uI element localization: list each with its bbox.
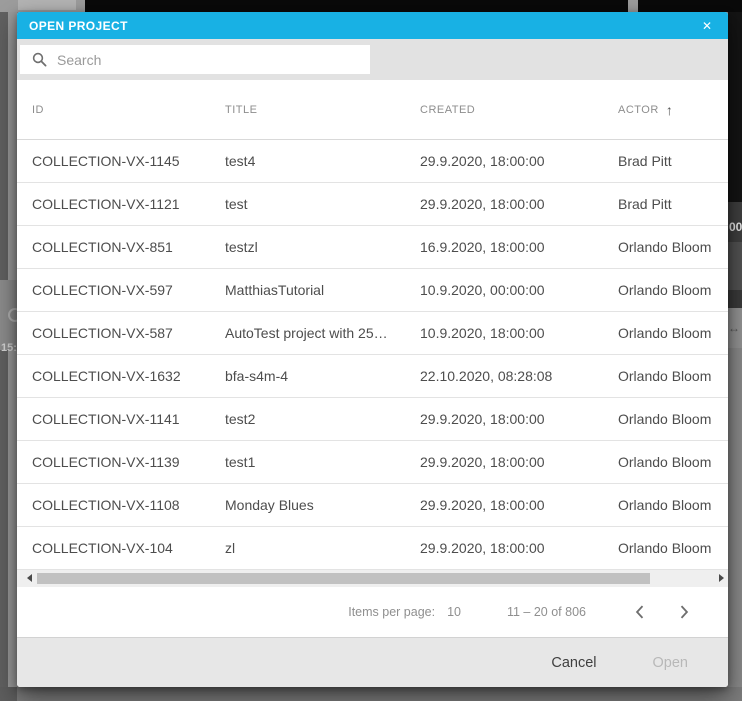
background-app-left-rail — [0, 12, 8, 701]
cell-created: 29.9.2020, 18:00:00 — [420, 153, 545, 169]
background-app-top — [0, 0, 742, 12]
cell-created: 29.9.2020, 18:00:00 — [420, 454, 545, 470]
sort-ascending-icon: ↑ — [665, 101, 674, 118]
cell-id: COLLECTION-VX-597 — [32, 282, 173, 298]
search-box[interactable] — [20, 45, 370, 74]
background-timecode-left: 15: — [1, 342, 17, 354]
cell-title: test4 — [225, 153, 256, 169]
column-header-id[interactable]: ID — [32, 104, 225, 116]
next-page-button[interactable] — [666, 594, 702, 630]
cell-id: COLLECTION-VX-1145 — [32, 153, 180, 169]
column-header-title[interactable]: TITLE — [225, 104, 420, 116]
background-app-right-segment — [728, 290, 742, 308]
cell-id: COLLECTION-VX-851 — [32, 239, 173, 255]
table-row[interactable]: COLLECTION-VX-1145 test4 29.9.2020, 18:00:… — [17, 140, 728, 183]
open-project-dialog: OPEN PROJECT ✕ ID TITLE CREATED ACTOR ↑ … — [17, 12, 728, 687]
close-icon[interactable]: ✕ — [701, 18, 713, 33]
background-timecode-right: 00 — [729, 220, 742, 234]
table-row[interactable]: COLLECTION-VX-1108 Monday Blues 29.9.2020,… — [17, 484, 728, 527]
cell-id: COLLECTION-VX-587 — [32, 325, 173, 341]
cell-created: 29.9.2020, 18:00:00 — [420, 411, 545, 427]
table-row[interactable]: COLLECTION-VX-1121 test 29.9.2020, 18:00:0… — [17, 183, 728, 226]
cell-actor: Orlando Bloom — [618, 368, 712, 384]
cell-actor: Orlando Bloom — [618, 540, 712, 556]
cell-actor: Orlando Bloom — [618, 497, 712, 513]
table-row[interactable]: COLLECTION-VX-851 testzl 16.9.2020, 18:00:… — [17, 226, 728, 269]
cell-actor: Orlando Bloom — [618, 454, 712, 470]
cell-actor: Brad Pitt — [618, 153, 672, 169]
cell-title: AutoTest project with 25… — [225, 325, 388, 341]
column-header-actor-label: ACTOR — [618, 103, 659, 116]
chevron-right-icon — [680, 605, 689, 619]
cell-created: 29.9.2020, 18:00:00 — [420, 497, 545, 513]
cell-title: test1 — [225, 454, 256, 470]
column-header-created-label: CREATED — [420, 103, 476, 116]
cell-title: testzl — [225, 239, 258, 255]
scroll-left-arrow-icon[interactable] — [27, 574, 32, 582]
open-button[interactable]: Open — [651, 647, 690, 679]
cell-created: 29.9.2020, 18:00:00 — [420, 540, 545, 556]
cell-actor: Brad Pitt — [618, 196, 672, 212]
cell-created: 10.9.2020, 00:00:00 — [420, 282, 545, 298]
background-app-right-dark — [728, 12, 742, 202]
background-app-right-segment — [728, 242, 742, 290]
cell-title: bfa-s4m-4 — [225, 368, 289, 384]
table-row[interactable]: COLLECTION-VX-1139 test1 29.9.2020, 18:00:… — [17, 441, 728, 484]
items-per-page-select[interactable]: 10 — [447, 605, 461, 619]
background-app-right-segment — [728, 202, 742, 242]
dialog-footer: Cancel Open — [17, 637, 728, 687]
cell-id: COLLECTION-VX-1632 — [32, 368, 181, 384]
page-range-label: 11 – 20 of 806 — [506, 605, 586, 619]
table-body: COLLECTION-VX-1145 test4 29.9.2020, 18:00:… — [17, 140, 728, 570]
cell-created: 22.10.2020, 08:28:08 — [420, 368, 553, 384]
cell-title: test2 — [225, 411, 256, 427]
cancel-button[interactable]: Cancel — [549, 647, 598, 679]
cell-actor: Orlando Bloom — [618, 282, 712, 298]
cell-title: test — [225, 196, 248, 212]
items-per-page-label: Items per page: — [348, 605, 436, 619]
table-row[interactable]: COLLECTION-VX-597 MatthiasTutorial 10.9.20… — [17, 269, 728, 312]
cell-created: 29.9.2020, 18:00:00 — [420, 196, 545, 212]
previous-page-button[interactable] — [622, 594, 658, 630]
search-toolbar — [17, 39, 728, 80]
cell-id: COLLECTION-VX-1121 — [32, 196, 180, 212]
cell-id: COLLECTION-VX-104 — [32, 540, 173, 556]
table-row[interactable]: COLLECTION-VX-587 AutoTest project with 2… — [17, 312, 728, 355]
dialog-header: OPEN PROJECT ✕ — [17, 12, 728, 39]
search-input[interactable] — [57, 45, 362, 74]
cell-title: Monday Blues — [225, 497, 314, 513]
background-app-top-tab — [628, 0, 638, 12]
resize-handle-icon: ↔ — [728, 308, 742, 348]
scrollbar-thumb[interactable] — [37, 573, 650, 584]
table-header-row: ID TITLE CREATED ACTOR ↑ — [17, 80, 728, 140]
cell-created: 10.9.2020, 18:00:00 — [420, 325, 545, 341]
background-app-bottom — [0, 687, 742, 701]
search-icon — [32, 52, 47, 67]
column-header-id-label: ID — [32, 103, 44, 116]
table-row[interactable]: COLLECTION-VX-1141 test2 29.9.2020, 18:00:… — [17, 398, 728, 441]
cell-actor: Orlando Bloom — [618, 325, 712, 341]
column-header-created[interactable]: CREATED — [420, 104, 618, 116]
cell-title: MatthiasTutorial — [225, 282, 325, 298]
cell-title: zl — [225, 540, 236, 556]
scroll-right-arrow-icon[interactable] — [719, 574, 724, 582]
chevron-left-icon — [635, 605, 644, 619]
cell-id: COLLECTION-VX-1139 — [32, 454, 180, 470]
cell-actor: Orlando Bloom — [618, 411, 712, 427]
horizontal-scrollbar[interactable] — [17, 570, 728, 587]
cell-actor: Orlando Bloom — [618, 239, 712, 255]
dialog-title: OPEN PROJECT — [29, 18, 128, 33]
table-row[interactable]: COLLECTION-VX-104 zl 29.9.2020, 18:00:00 Or… — [17, 527, 728, 570]
paginator: Items per page: 10 11 – 20 of 806 — [17, 587, 728, 637]
background-app-bottom-corner — [0, 687, 17, 701]
cell-id: COLLECTION-VX-1141 — [32, 411, 180, 427]
table-row[interactable]: COLLECTION-VX-1632 bfa-s4m-4 22.10.2020, 0… — [17, 355, 728, 398]
cell-id: COLLECTION-VX-1108 — [32, 497, 180, 513]
background-app-top-panel-inner — [18, 0, 76, 10]
cell-created: 16.9.2020, 18:00:00 — [420, 239, 545, 255]
column-header-actor[interactable]: ACTOR ↑ — [618, 102, 728, 118]
column-header-title-label: TITLE — [225, 103, 258, 116]
